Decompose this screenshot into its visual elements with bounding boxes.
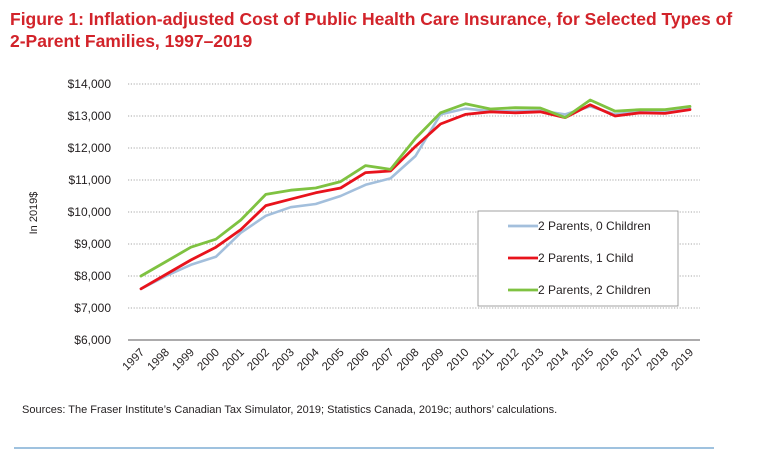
y-tick-label: $11,000 [69, 173, 112, 187]
x-tick-label: 2019 [670, 347, 697, 374]
x-tick-label: 1997 [121, 347, 148, 374]
legend: 2 Parents, 0 Children 2 Parents, 1 Child 2… [477, 210, 679, 307]
x-tick-label: 2007 [370, 347, 397, 374]
figure-title: Figure 1: Inflation-adjusted Cost of Pub… [10, 9, 733, 51]
y-axis-label: In 2019$ [28, 192, 40, 235]
series-lines [139, 98, 692, 291]
y-tick-label: $14,000 [68, 77, 112, 91]
x-tick-label: 2016 [595, 347, 622, 374]
y-tick-label: $6,000 [74, 333, 111, 347]
source-note: Sources: The Fraser Institute’s Canadian… [22, 404, 558, 416]
x-tick-label: 2000 [195, 347, 222, 374]
y-tick-label: $8,000 [74, 269, 111, 283]
x-tick-label: 2005 [320, 347, 347, 374]
y-tick-label: $13,000 [68, 109, 112, 123]
legend-label: 2 Parents, 2 Children [538, 283, 651, 297]
x-tick-label: 2012 [495, 347, 522, 374]
series-line-2 [139, 103, 692, 291]
x-tick-label: 2010 [445, 347, 472, 374]
x-tick-label: 2015 [570, 347, 597, 374]
bottom-divider [14, 447, 714, 449]
x-tick-label: 2002 [245, 347, 272, 374]
x-tick-label: 2006 [345, 347, 372, 374]
x-tick-label: 2003 [270, 347, 297, 374]
x-tick-label: 2011 [471, 347, 497, 373]
x-axis-tick-labels: 1997199819992000200120022003200420052006… [121, 346, 697, 373]
y-tick-label: $9,000 [74, 237, 111, 251]
x-tick-label: 2017 [620, 347, 647, 374]
y-tick-label: $7,000 [74, 301, 111, 315]
y-tick-label: $12,000 [68, 141, 112, 155]
y-axis-tick-labels: $6,000 $7,000 $8,000 $9,000 $10,000 $11,000 $1… [68, 77, 112, 347]
x-tick-label: 2014 [545, 346, 572, 373]
series-line-3 [139, 98, 692, 278]
x-tick-label: 1999 [170, 347, 197, 374]
y-tick-label: $10,000 [68, 205, 112, 219]
x-tick-label: 2008 [395, 347, 422, 374]
x-tick-label: 2013 [520, 347, 547, 374]
x-tick-label: 1998 [145, 347, 172, 374]
x-tick-label: 2001 [220, 347, 247, 374]
x-tick-label: 2004 [295, 346, 322, 373]
x-tick-label: 2018 [645, 347, 672, 374]
legend-label: 2 Parents, 1 Child [538, 251, 633, 265]
legend-label: 2 Parents, 0 Children [538, 219, 651, 233]
line-chart: $6,000 $7,000 $8,000 $9,000 $10,000 $11,000 $1… [28, 77, 700, 373]
x-tick-label: 2009 [420, 347, 447, 374]
